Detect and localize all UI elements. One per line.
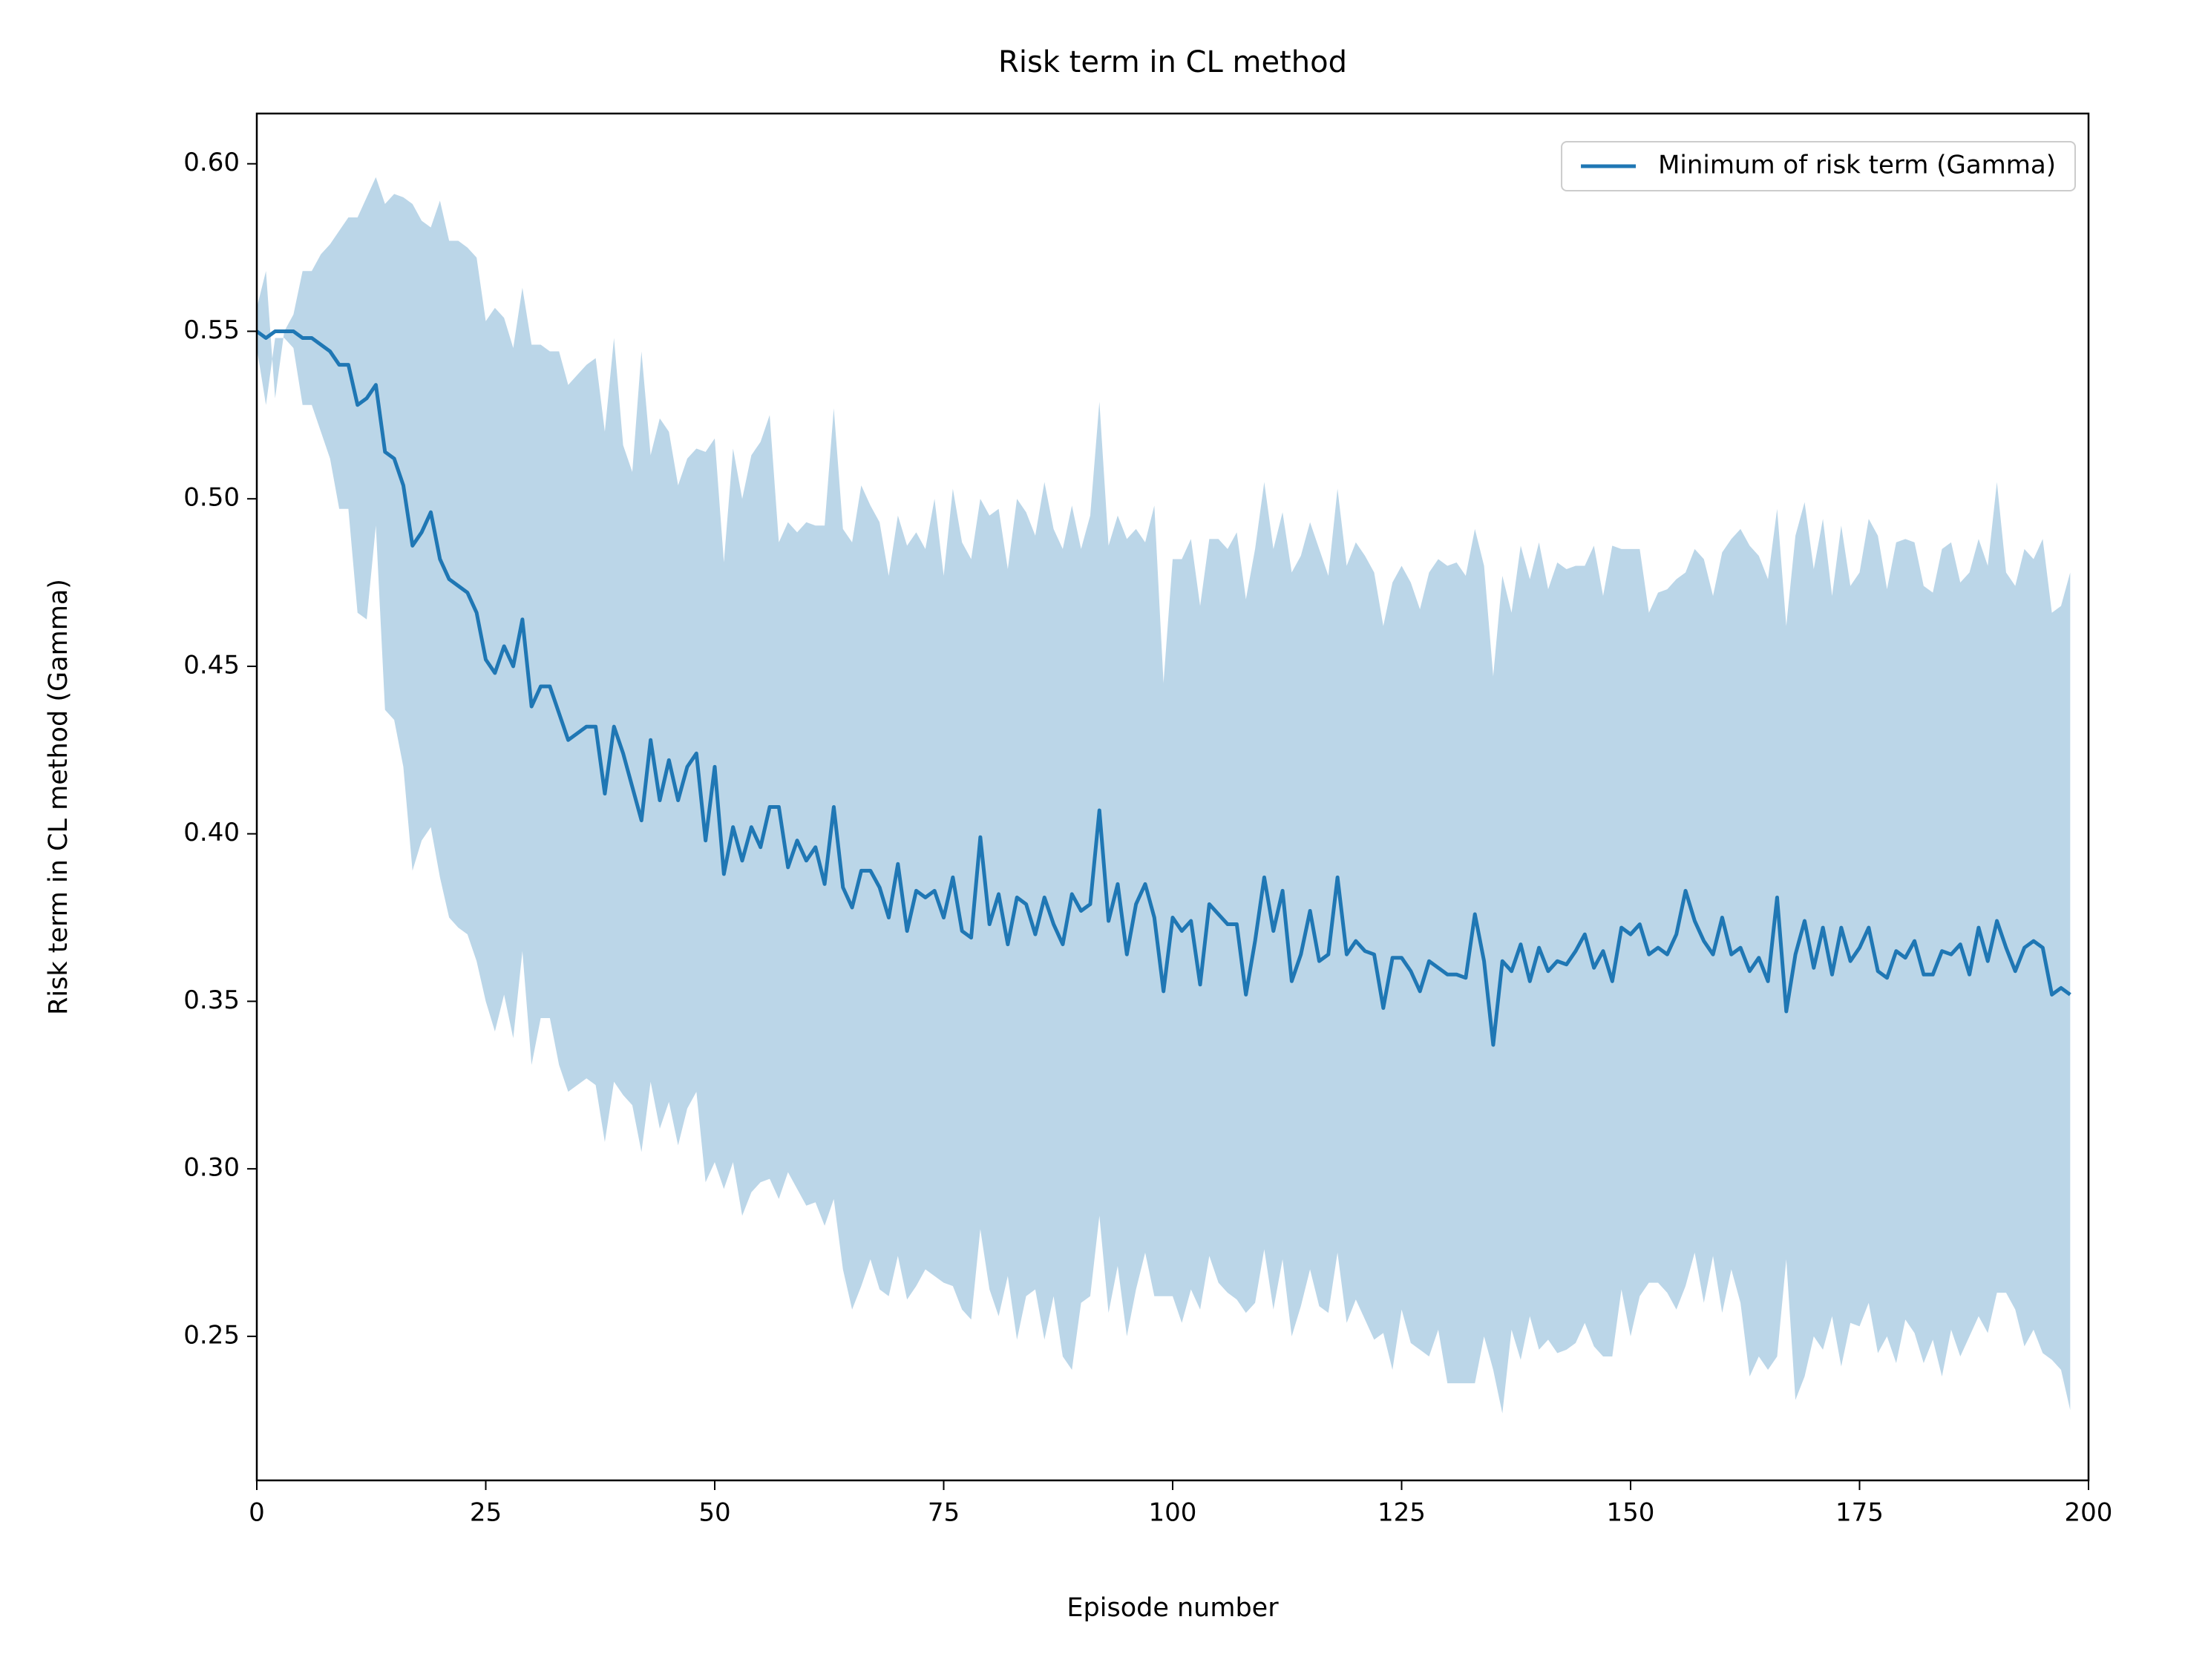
- y-tick-label: 0.40: [183, 818, 240, 847]
- x-axis-label: Episode number: [1067, 1593, 1279, 1623]
- x-tick-label: 75: [928, 1498, 960, 1528]
- y-axis-label: Risk term in CL method (Gamma): [44, 579, 73, 1015]
- legend: Minimum of risk term (Gamma): [1561, 141, 2076, 191]
- y-tick-label: 0.60: [183, 148, 240, 177]
- legend-label: Minimum of risk term (Gamma): [1658, 151, 2056, 180]
- line: [255, 329, 2071, 1047]
- x-tick-label: 100: [1149, 1498, 1197, 1528]
- chart-title: Risk term in CL method: [998, 45, 1347, 79]
- x-tick-label: 25: [470, 1498, 502, 1528]
- plot-area: [255, 177, 2071, 1414]
- y-tick-label: 0.45: [183, 650, 240, 680]
- x-tick-label: 175: [1835, 1498, 1884, 1528]
- confidence-band: [257, 177, 2071, 1414]
- x-tick-label: 150: [1607, 1498, 1655, 1528]
- y-tick-label: 0.55: [183, 315, 240, 345]
- x-tick-label: 125: [1378, 1498, 1426, 1528]
- y-tick-label: 0.50: [183, 483, 240, 513]
- legend-box: [1561, 141, 2076, 191]
- y-tick-label: 0.25: [183, 1320, 240, 1350]
- x-tick-label: 50: [698, 1498, 730, 1528]
- y-tick-label: 0.35: [183, 985, 240, 1015]
- y-tick-label: 0.30: [183, 1153, 240, 1183]
- x-tick-label: 200: [2065, 1498, 2113, 1528]
- x-tick-label: 0: [249, 1498, 265, 1528]
